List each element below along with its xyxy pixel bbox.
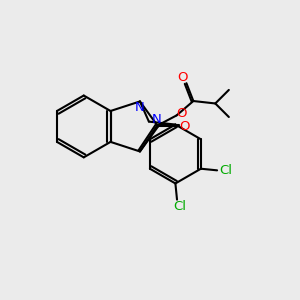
Text: N: N: [135, 101, 145, 114]
Text: O: O: [177, 71, 187, 84]
Text: Cl: Cl: [173, 200, 186, 213]
Text: Cl: Cl: [219, 164, 232, 177]
Text: N: N: [152, 113, 162, 126]
Text: O: O: [176, 107, 187, 120]
Text: O: O: [179, 120, 189, 133]
